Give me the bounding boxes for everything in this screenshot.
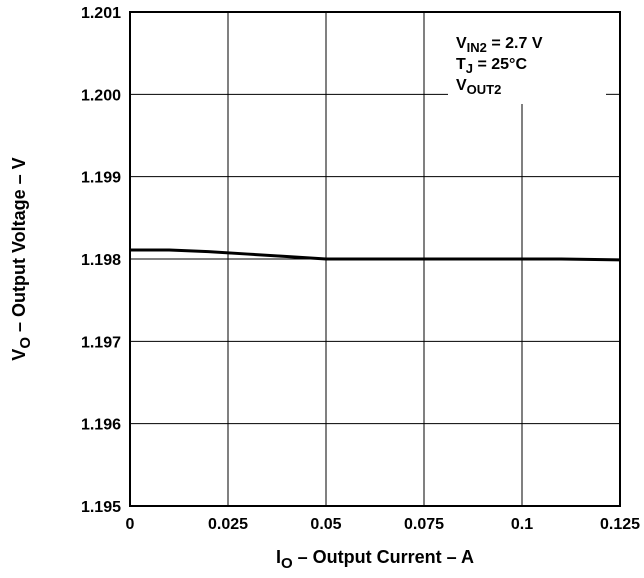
annotation-line-0: VIN2 = 2.7 V bbox=[456, 35, 543, 55]
grid-lines bbox=[130, 12, 620, 506]
y-axis-label: VO – Output Voltage – V bbox=[9, 157, 34, 360]
y-tick-label: 1.196 bbox=[81, 417, 121, 434]
annotation-line-1: TJ = 25°C bbox=[456, 56, 527, 76]
x-tick-label: 0.05 bbox=[310, 516, 341, 533]
plot-border bbox=[129, 11, 621, 507]
y-axis-label-group: VO – Output Voltage – V bbox=[9, 157, 34, 360]
x-tick-label: 0 bbox=[126, 516, 135, 533]
y-tick-labels: 1.195 1.196 1.197 1.198 1.199 1.200 1.201 bbox=[81, 5, 121, 516]
y-tick-label: 1.201 bbox=[81, 5, 121, 22]
x-tick-label: 0.1 bbox=[511, 516, 533, 533]
series-line-0 bbox=[130, 248, 621, 262]
x-tick-label: 0.025 bbox=[208, 516, 248, 533]
y-tick-label: 1.199 bbox=[81, 170, 121, 187]
plot-frame bbox=[129, 11, 621, 507]
y-tick-label: 1.197 bbox=[81, 334, 121, 351]
y-tick-label: 1.195 bbox=[81, 499, 121, 516]
y-tick-label: 1.200 bbox=[81, 87, 121, 104]
x-axis-label: IO – Output Current – A bbox=[276, 547, 474, 572]
x-tick-labels: 0 0.025 0.05 0.075 0.1 0.125 bbox=[126, 516, 641, 533]
y-tick-label: 1.198 bbox=[81, 252, 121, 269]
x-tick-label: 0.125 bbox=[600, 516, 640, 533]
series-layer bbox=[130, 248, 621, 262]
x-tick-label: 0.075 bbox=[404, 516, 444, 533]
axis-labels: IO – Output Current – A VO – Output Volta… bbox=[9, 157, 474, 571]
annotation-line-2: VOUT2 bbox=[456, 77, 501, 97]
